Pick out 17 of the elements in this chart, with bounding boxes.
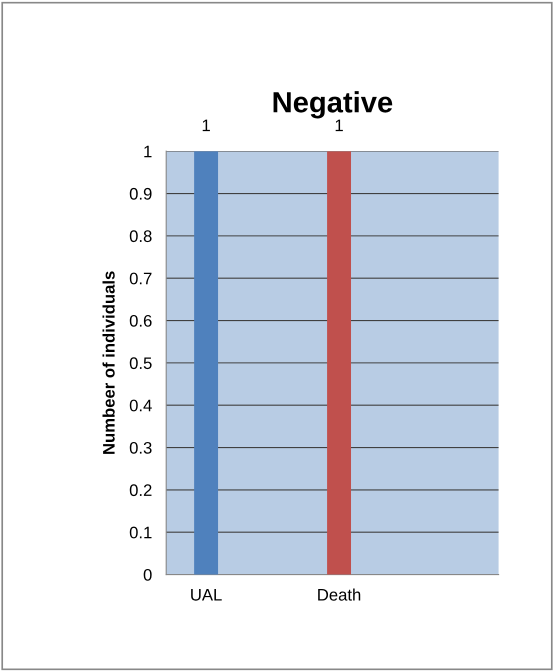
y-tick-label: 0.2 <box>130 484 152 496</box>
y-tick-label: 0.8 <box>130 230 152 242</box>
y-tick-label: 0.7 <box>130 272 152 284</box>
x-tick-label: UAL <box>191 589 222 601</box>
y-tick-label: 0.3 <box>130 442 152 454</box>
y-axis-title: Numbeer of individuals <box>102 271 115 454</box>
y-tick-label: 0.4 <box>130 400 152 412</box>
y-tick-label: 0 <box>144 568 152 581</box>
y-tick-label: 0.5 <box>130 357 152 370</box>
chart-title: Negative <box>274 91 392 118</box>
data-label: 1 <box>202 120 210 132</box>
data-label: 1 <box>336 120 343 132</box>
y-tick-label: 0.6 <box>130 314 152 327</box>
y-tick-label: 0.1 <box>130 526 152 538</box>
y-tick-label: 0.9 <box>130 188 152 200</box>
x-tick-label: Death <box>318 588 360 601</box>
y-tick-label: 1 <box>144 146 152 158</box>
